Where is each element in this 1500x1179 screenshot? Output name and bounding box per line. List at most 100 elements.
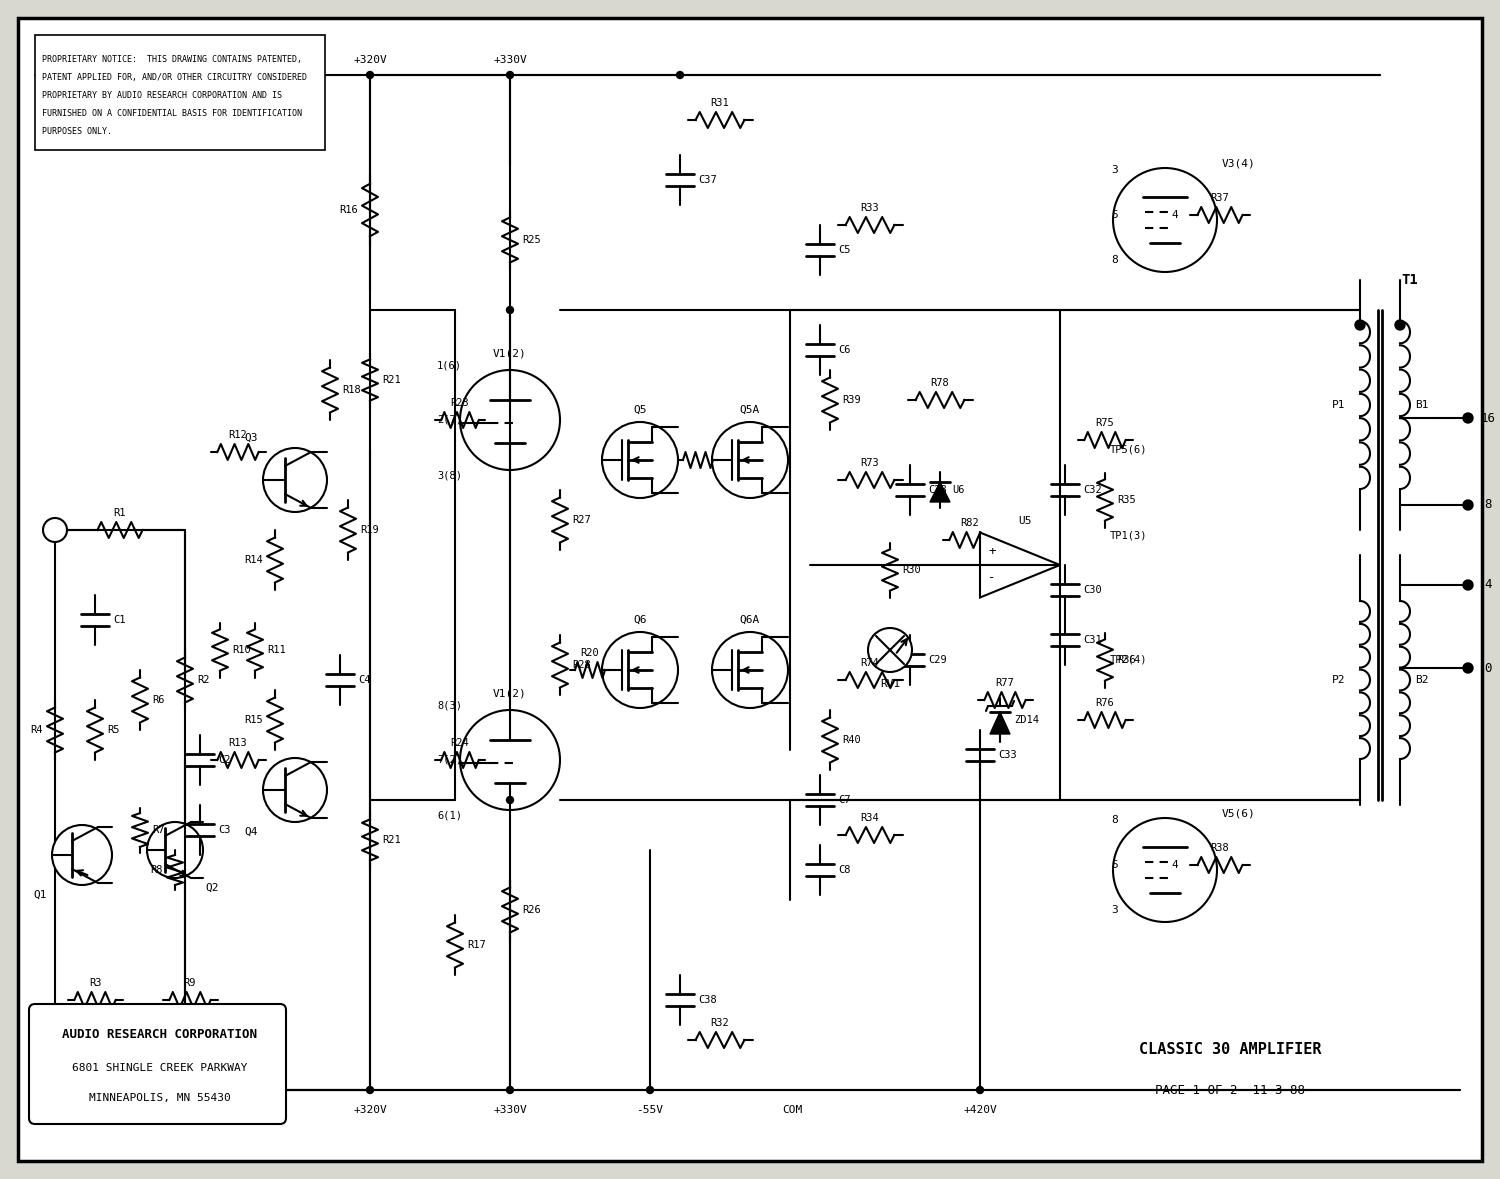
Text: 5: 5 [1112, 859, 1119, 870]
Text: CLASSIC 30 AMPLIFIER: CLASSIC 30 AMPLIFIER [1138, 1042, 1322, 1058]
Text: 4: 4 [1484, 579, 1491, 592]
Text: V3(4): V3(4) [1222, 158, 1256, 167]
Text: V1(2): V1(2) [494, 348, 526, 358]
Text: Q5: Q5 [633, 406, 646, 415]
Text: C7: C7 [839, 795, 850, 805]
Text: 4: 4 [1172, 210, 1179, 220]
Circle shape [602, 632, 678, 709]
FancyBboxPatch shape [28, 1005, 286, 1124]
Text: Q6: Q6 [633, 615, 646, 625]
Text: 3(8): 3(8) [436, 470, 462, 480]
Circle shape [712, 632, 788, 709]
Text: 6(1): 6(1) [436, 810, 462, 821]
Text: PAGE 1 OF 2  11-3-88: PAGE 1 OF 2 11-3-88 [1155, 1084, 1305, 1096]
Text: R26: R26 [522, 905, 540, 915]
Text: +320V: +320V [352, 55, 387, 65]
Text: R73: R73 [861, 457, 879, 468]
Text: C4: C4 [358, 676, 370, 685]
Circle shape [646, 1087, 654, 1093]
Text: Q5A: Q5A [740, 406, 760, 415]
Text: R15: R15 [244, 714, 262, 725]
Circle shape [366, 1087, 374, 1093]
Circle shape [53, 825, 112, 885]
Text: C33: C33 [998, 750, 1017, 760]
Text: +: + [988, 546, 996, 559]
Text: R14: R14 [244, 555, 262, 565]
Text: C6: C6 [839, 345, 850, 355]
Text: -: - [988, 572, 996, 585]
Circle shape [1113, 167, 1216, 272]
Text: R76: R76 [1095, 698, 1114, 709]
Text: R30: R30 [902, 565, 921, 575]
Text: Q4: Q4 [244, 826, 258, 837]
Text: R13: R13 [228, 738, 248, 747]
Text: R23: R23 [450, 399, 470, 408]
Text: R17: R17 [466, 940, 486, 950]
Text: R31: R31 [711, 98, 729, 108]
Text: +330V: +330V [494, 55, 526, 65]
Circle shape [712, 422, 788, 498]
Text: +330V: +330V [494, 1105, 526, 1115]
Text: R3: R3 [88, 979, 102, 988]
Text: R38: R38 [1210, 843, 1230, 852]
Text: ZD14: ZD14 [1014, 714, 1040, 725]
Text: R10: R10 [232, 645, 250, 656]
Text: R25: R25 [522, 235, 540, 245]
Text: B2: B2 [1414, 676, 1428, 685]
Circle shape [1354, 320, 1365, 330]
Text: C3: C3 [217, 825, 231, 835]
Text: C37: C37 [698, 174, 717, 185]
Text: 0: 0 [1484, 661, 1491, 674]
Text: PROPRIETARY BY AUDIO RESEARCH CORPORATION AND IS: PROPRIETARY BY AUDIO RESEARCH CORPORATIO… [42, 91, 282, 100]
Text: R39: R39 [842, 395, 861, 406]
Text: R37: R37 [1210, 193, 1230, 203]
Text: RV1: RV1 [880, 679, 900, 689]
Text: TP2(4): TP2(4) [1110, 656, 1148, 665]
Polygon shape [990, 712, 1010, 735]
Text: Q2: Q2 [206, 883, 219, 893]
Text: Q6A: Q6A [740, 615, 760, 625]
Circle shape [460, 370, 560, 470]
Text: V1(2): V1(2) [494, 689, 526, 698]
Text: AUDIO RESEARCH CORPORATION: AUDIO RESEARCH CORPORATION [63, 1028, 258, 1041]
Circle shape [1462, 413, 1473, 423]
Text: R32: R32 [711, 1017, 729, 1028]
Text: 8(3): 8(3) [436, 700, 462, 710]
Text: FURNISHED ON A CONFIDENTIAL BASIS FOR IDENTIFICATION: FURNISHED ON A CONFIDENTIAL BASIS FOR ID… [42, 108, 302, 118]
Text: TP1(3): TP1(3) [1110, 531, 1148, 540]
Text: P1: P1 [1332, 400, 1346, 410]
Text: R74: R74 [861, 658, 879, 668]
Text: +420V: +420V [963, 1105, 998, 1115]
Circle shape [460, 710, 560, 810]
Text: R82: R82 [960, 518, 980, 528]
Text: R21: R21 [382, 375, 400, 386]
Text: C2: C2 [217, 755, 231, 765]
Text: R2: R2 [196, 676, 210, 685]
Text: 3: 3 [1112, 165, 1119, 174]
Text: C8: C8 [839, 865, 850, 875]
Text: R27: R27 [572, 515, 591, 525]
Text: MINNEAPOLIS, MN 55430: MINNEAPOLIS, MN 55430 [88, 1093, 231, 1104]
Circle shape [602, 422, 678, 498]
Text: C30: C30 [1083, 585, 1101, 595]
Text: 1(6): 1(6) [436, 360, 462, 370]
Text: -55V: -55V [636, 1105, 663, 1115]
Text: 16: 16 [1480, 411, 1496, 424]
Text: 8: 8 [1112, 255, 1119, 265]
Text: R16: R16 [339, 205, 358, 215]
Text: R4: R4 [30, 725, 44, 735]
Circle shape [507, 307, 513, 314]
Text: C28: C28 [928, 485, 946, 495]
Text: C1: C1 [112, 615, 126, 625]
Text: R33: R33 [861, 203, 879, 213]
Text: 4: 4 [1172, 859, 1179, 870]
Circle shape [1113, 818, 1216, 922]
Text: R6: R6 [152, 694, 165, 705]
Text: B1: B1 [1414, 400, 1428, 410]
Text: R34: R34 [861, 814, 879, 823]
Text: R12: R12 [228, 430, 248, 440]
Text: V5(6): V5(6) [1222, 808, 1256, 818]
Circle shape [262, 758, 327, 822]
Text: R21: R21 [382, 835, 400, 845]
Text: R77: R77 [996, 678, 1014, 689]
